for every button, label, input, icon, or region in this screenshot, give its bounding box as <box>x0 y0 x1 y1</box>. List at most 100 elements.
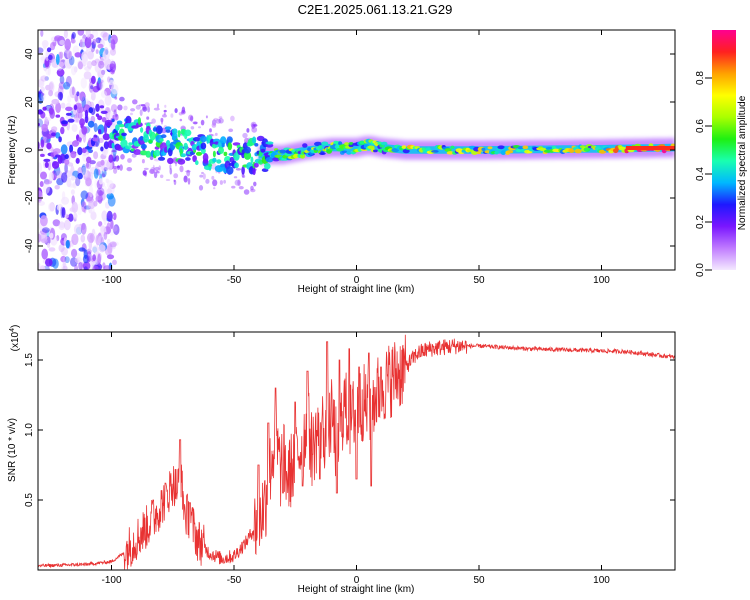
spectrogram-noise-blob <box>45 258 53 267</box>
spectrogram-blob <box>199 135 207 143</box>
spectrogram-noise-blob <box>173 179 177 186</box>
spectrogram-blob <box>40 153 45 157</box>
spectrogram-blob <box>181 153 186 158</box>
spectrogram-blob <box>314 141 322 147</box>
spectrogram-noise-blob <box>101 173 106 178</box>
spectrogram-noise-blob <box>112 212 117 221</box>
spectrogram-noise-blob <box>86 248 92 255</box>
spectrogram-noise-blob <box>88 207 93 214</box>
spectrogram-blob <box>128 142 134 146</box>
spectrogram-noise-blob <box>64 256 70 264</box>
spectrogram-noise-blob <box>219 180 223 185</box>
spectrogram-blob <box>98 129 102 135</box>
spectrogram-noise-blob <box>90 211 97 221</box>
spectrogram-noise-blob <box>73 224 82 235</box>
colorbar: 0.0 0.2 0.4 0.6 0.8 Normalized spectral ampl… <box>695 30 748 277</box>
spectrogram-blob <box>444 148 452 152</box>
spectrogram-noise-blob <box>49 232 54 239</box>
spectrogram-blob <box>111 118 115 123</box>
spectrogram-noise-blob <box>100 90 108 98</box>
spectrogram-blob <box>260 148 266 153</box>
spectrogram-noise-blob <box>86 255 91 263</box>
spectrogram-noise-blob <box>40 215 48 227</box>
spectrogram-noise-blob <box>214 132 218 136</box>
spectrogram-blob <box>446 151 454 155</box>
spectrogram-noise-blob <box>202 173 206 180</box>
spectrogram-noise-blob <box>60 102 66 109</box>
spectrogram-blob <box>48 107 54 115</box>
spectrogram-y-tick-label: 0 <box>24 147 35 153</box>
spectrogram-noise-blob <box>61 207 66 218</box>
spectrogram-noise-blob <box>61 172 68 183</box>
spectrogram-noise-blob <box>55 132 61 139</box>
spectrogram-noise-blob <box>126 167 133 172</box>
spectrogram-noise-blob <box>228 128 234 133</box>
spectrogram-noise-blob <box>104 186 107 197</box>
spectrogram-noise-blob <box>44 58 50 68</box>
spectrogram-noise-blob <box>60 144 68 155</box>
spectrogram-noise-blob <box>66 58 73 69</box>
spectrogram-noise-blob <box>174 108 178 114</box>
spectrogram-noise-blob <box>94 62 102 73</box>
colorbar-label: Normalized spectral amplitude <box>737 95 748 230</box>
spectrogram-noise-blob <box>107 76 111 83</box>
spectrogram-blob <box>95 103 100 112</box>
spectrogram-noise-blob <box>158 165 161 171</box>
spectrogram-noise-blob <box>218 118 224 124</box>
spectrogram-noise-blob <box>111 150 117 153</box>
colorbar-tick-label: 0.8 <box>695 71 706 85</box>
spectrogram-noise-blob <box>76 252 81 263</box>
spectrogram-blob <box>43 158 51 162</box>
spectrogram-noise-blob <box>246 128 250 133</box>
snr-x-ticks: -100 -50 0 50 100 <box>101 332 610 586</box>
spectrogram-noise-blob <box>97 235 105 246</box>
spectrogram-noise-blob <box>59 75 65 84</box>
spectrogram-noise-blob <box>87 232 95 243</box>
spectrogram-noise-blob <box>138 104 143 107</box>
spectrogram-noise-blob <box>165 179 171 181</box>
spectrogram-noise-blob <box>187 177 191 185</box>
spectrogram-blob <box>75 157 80 164</box>
spectrogram-blob <box>70 151 77 159</box>
spectrogram-noise-blob <box>69 86 77 99</box>
spectrogram-noise-blob <box>106 210 113 222</box>
spectrogram-noise-blob <box>60 255 67 263</box>
spectrogram-blob <box>391 148 400 153</box>
spectrogram-blob <box>81 126 88 135</box>
spectrogram-blob <box>221 142 225 148</box>
spectrogram-noise-blob <box>114 96 118 100</box>
spectrogram-noise-blob <box>190 115 194 122</box>
spectrogram-blob <box>100 110 108 115</box>
spectrogram-noise-blob <box>160 174 164 179</box>
spectrogram-noise-blob <box>82 261 91 270</box>
spectrogram-noise-blob <box>48 202 55 212</box>
spectrogram-blob <box>38 110 44 115</box>
spectrogram-blob <box>367 145 375 150</box>
spectrogram-noise-blob <box>63 30 68 39</box>
spectrogram-blob <box>64 154 69 160</box>
spectrogram-noise-blob <box>78 262 83 270</box>
spectrogram-blob <box>183 142 188 151</box>
spectrogram-noise-blob <box>97 77 101 84</box>
spectrogram-blob <box>167 157 174 165</box>
spectrogram-noise-blob <box>92 254 96 262</box>
spectrogram-noise-blob <box>151 118 156 124</box>
spectrogram-blob <box>77 147 83 156</box>
spectrogram-blob <box>543 149 551 153</box>
spectrogram-noise-blob <box>104 95 112 106</box>
snr-scale-base: (x10 <box>10 331 21 351</box>
spectrogram-noise-blob <box>38 78 45 88</box>
spectrogram-blob <box>101 117 107 123</box>
spectrogram-noise-blob <box>64 162 68 174</box>
spectrogram-blob <box>115 124 120 131</box>
spectrogram-noise-blob <box>42 182 50 194</box>
spectrogram-noise-blob <box>77 61 83 70</box>
spectrogram-noise-blob <box>233 176 238 179</box>
spectrogram-noise-blob <box>173 173 179 179</box>
spectrogram-noise-blob <box>147 106 151 113</box>
spectrogram-blob <box>133 149 142 155</box>
spectrogram-blob <box>401 145 407 149</box>
spectrogram-noise-blob <box>61 191 66 201</box>
spectrogram-noise-blob <box>92 38 96 46</box>
spectrogram-noise-blob <box>56 203 64 212</box>
